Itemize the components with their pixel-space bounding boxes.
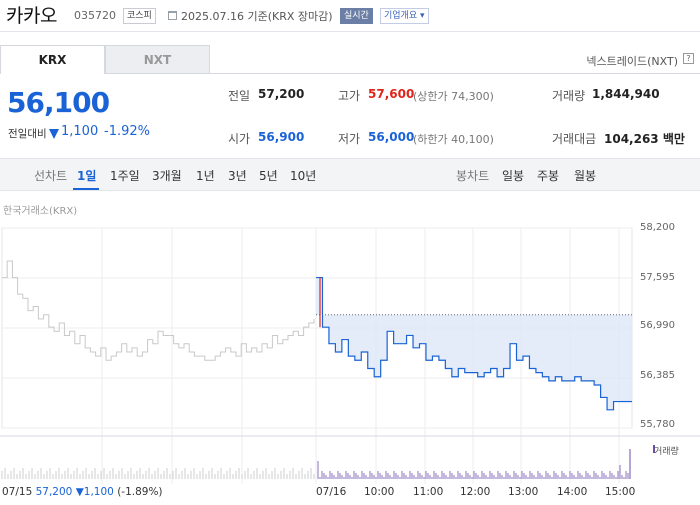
- period-10y[interactable]: 10년: [290, 169, 317, 183]
- trade-value-label: 거래대금: [552, 132, 597, 146]
- company-info-button[interactable]: 기업개요 ▾: [380, 8, 429, 24]
- y-tick-label: 58,200: [640, 222, 675, 233]
- prev-day-change: ▼1,100: [75, 486, 114, 498]
- change-label: 전일대비: [8, 128, 47, 140]
- tab-krx[interactable]: KRX: [0, 45, 105, 74]
- prev-day-change-pct: (-1.89%): [117, 486, 163, 498]
- stock-header: 카카오 035720 코스피 2025.07.16 기준(KRX 장마감) 실시…: [0, 0, 700, 32]
- y-tick-label: 55,780: [640, 419, 675, 430]
- y-tick-label: 57,595: [640, 272, 675, 283]
- down-triangle-icon: [49, 129, 59, 139]
- prev-day-close: 57,200: [35, 486, 73, 498]
- series-today: [316, 276, 620, 411]
- y-tick-label: 56,990: [640, 320, 675, 331]
- x-tick-label: 12:00: [460, 486, 491, 498]
- lower-limit: (하한가 40,100): [413, 133, 494, 146]
- period-selected-indicator: [73, 188, 99, 190]
- prev-day-date: 07/15: [2, 486, 33, 498]
- open-label: 시가: [228, 132, 251, 146]
- prev-day-change-value: 1,100: [83, 486, 114, 498]
- period-3y[interactable]: 3년: [228, 169, 247, 183]
- y-tick-label: 56,385: [640, 370, 675, 381]
- volume-value: 1,844,940: [592, 87, 660, 101]
- period-1d[interactable]: 1일: [77, 169, 97, 183]
- data-source: 한국거래소(KRX): [3, 206, 78, 217]
- low-value: 56,000: [368, 130, 415, 144]
- tab-divider: [210, 73, 700, 74]
- tab-nxt[interactable]: NXT: [105, 45, 210, 74]
- x-tick-label: 11:00: [413, 486, 444, 498]
- price-chart[interactable]: [0, 214, 700, 484]
- period-5y[interactable]: 5년: [259, 169, 278, 183]
- candle-monthly[interactable]: 월봉: [574, 169, 597, 183]
- market-badge: 코스피: [123, 8, 156, 24]
- high-label: 고가: [338, 89, 361, 103]
- nexttrade-label: 넥스트레이드(NXT): [586, 55, 678, 68]
- low-label: 저가: [338, 132, 361, 146]
- stock-code: 035720: [74, 9, 116, 22]
- x-tick-label: 10:00: [364, 486, 395, 498]
- change-value: 1,100: [61, 124, 99, 139]
- candle-daily[interactable]: 일봉: [502, 169, 525, 183]
- x-tick-label: 07/16: [316, 486, 347, 498]
- period-1y[interactable]: 1년: [196, 169, 215, 183]
- change-percent: -1.92%: [104, 124, 150, 139]
- prev-close-label: 전일: [228, 89, 251, 103]
- realtime-badge[interactable]: 실시간: [340, 8, 373, 24]
- current-price: 56,100: [7, 86, 110, 119]
- prev-day-summary: 07/15 57,200 ▼1,100 (-1.89%): [2, 486, 163, 498]
- volume-legend: 거래량: [654, 447, 679, 457]
- x-tick-label: 13:00: [508, 486, 539, 498]
- open-value: 56,900: [258, 130, 305, 144]
- high-value: 57,600: [368, 87, 415, 101]
- series-prev-day: [2, 260, 315, 361]
- x-tick-label: 15:00: [605, 486, 636, 498]
- prev-close-value: 57,200: [258, 87, 305, 101]
- calendar-icon: [168, 11, 177, 20]
- help-icon[interactable]: ?: [683, 53, 694, 64]
- series-today-area: [316, 277, 632, 410]
- volume-label: 거래량: [552, 89, 586, 103]
- period-3m[interactable]: 3개월: [152, 169, 182, 183]
- period-bar: [0, 158, 700, 191]
- line-chart-label: 선차트: [34, 169, 68, 183]
- period-1w[interactable]: 1주일: [110, 169, 140, 183]
- candle-weekly[interactable]: 주봉: [537, 169, 560, 183]
- upper-limit: (상한가 74,300): [413, 90, 494, 103]
- stock-name: 카카오: [6, 5, 57, 27]
- date-text: 2025.07.16 기준(KRX 장마감): [181, 10, 333, 23]
- x-tick-label: 14:00: [557, 486, 588, 498]
- candle-chart-label: 봉차트: [456, 169, 490, 183]
- trade-value: 104,263 백만: [604, 132, 685, 146]
- volume-legend-mark: [653, 445, 655, 453]
